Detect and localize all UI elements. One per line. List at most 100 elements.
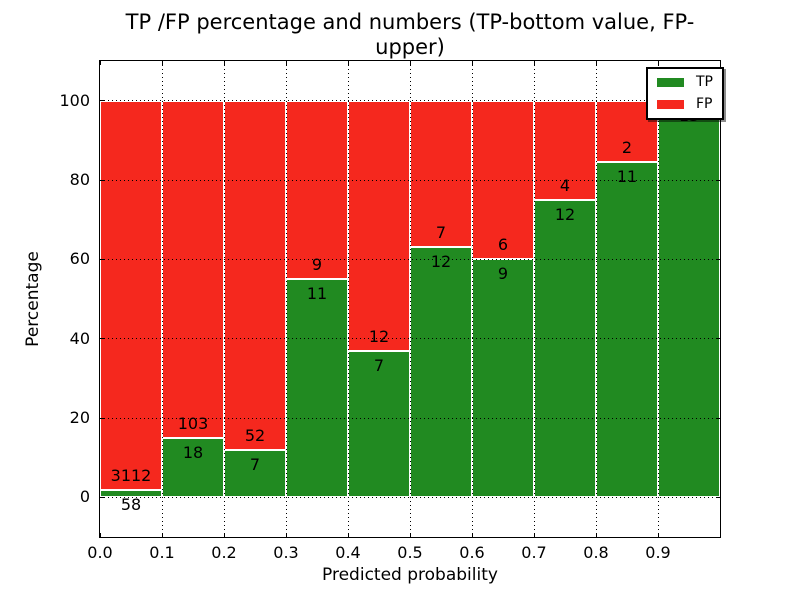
x-tick-bottom — [657, 533, 659, 537]
tp-count-label: 7 — [373, 356, 385, 376]
fp-count-label: 7 — [435, 222, 447, 242]
gridline-vertical — [409, 61, 411, 537]
fp-count-label: 6 — [497, 235, 509, 255]
gridline-vertical — [161, 61, 163, 537]
bar-tp-segment — [410, 246, 472, 498]
gridline-vertical — [471, 61, 473, 537]
gridline-vertical — [657, 61, 659, 537]
fp-count-label: 12 — [368, 327, 390, 347]
x-tick-top — [471, 61, 473, 65]
x-tick-top — [533, 61, 535, 65]
chart-title-line1: TP /FP percentage and numbers (TP-bottom… — [125, 10, 695, 59]
y-tick-left — [100, 100, 104, 102]
y-tick-right — [716, 496, 720, 498]
tp-count-label: 11 — [306, 284, 328, 304]
bar-tp-segment — [658, 100, 720, 498]
gridline-vertical — [347, 61, 349, 537]
gridline-vertical — [595, 61, 597, 537]
x-tick-bottom — [347, 533, 349, 537]
legend: TP FP — [646, 67, 724, 120]
y-tick-label: 80 — [69, 170, 90, 189]
fp-count-label: 9 — [311, 255, 323, 275]
x-tick-bottom — [223, 533, 225, 537]
tp-count-label: 18 — [182, 443, 204, 463]
y-tick-left — [100, 417, 104, 419]
tp-count-label: 9 — [497, 264, 509, 284]
bar-fp-segment — [286, 100, 348, 280]
y-tick-right — [716, 338, 720, 340]
x-tick-label: 0.3 — [273, 543, 299, 562]
x-tick-bottom — [533, 533, 535, 537]
x-tick-top — [719, 61, 721, 65]
x-tick-bottom — [99, 533, 101, 537]
gridline-vertical — [533, 61, 535, 537]
fp-count-label: 4 — [559, 175, 571, 195]
x-tick-bottom — [161, 533, 163, 537]
x-tick-top — [285, 61, 287, 65]
x-tick-bottom — [471, 533, 473, 537]
tp-count-label: 7 — [249, 455, 261, 475]
x-axis-label: Predicted probability — [322, 565, 498, 585]
bar-fp-segment — [162, 100, 224, 439]
plot-area: 311258103185279111277126941221113 — [99, 60, 721, 538]
gridline-vertical — [285, 61, 287, 537]
fp-count-label: 103 — [177, 414, 209, 434]
x-tick-top — [99, 61, 101, 65]
bar-tp-segment — [472, 259, 534, 498]
y-tick-right — [716, 258, 720, 260]
y-tick-label: 0 — [79, 487, 90, 507]
x-tick-label: 0.6 — [459, 543, 485, 562]
x-tick-label: 0.4 — [335, 543, 361, 562]
bar-tp-segment — [286, 279, 348, 498]
y-tick-label: 100 — [59, 90, 90, 110]
tp-count-label: 12 — [554, 204, 576, 224]
y-tick-label: 20 — [69, 408, 90, 427]
gridline-vertical — [223, 61, 225, 537]
bar-tp-segment — [224, 450, 286, 498]
bar-fp-segment — [224, 100, 286, 451]
tp-count-label: 58 — [120, 495, 142, 515]
x-tick-top — [161, 61, 163, 65]
bar-tp-segment — [596, 161, 658, 498]
x-tick-label: 0.7 — [521, 543, 547, 562]
x-tick-top — [657, 61, 659, 65]
tp-count-label: 12 — [430, 251, 452, 271]
bar-fp-segment — [410, 100, 472, 247]
tp-count-label: 11 — [616, 166, 638, 186]
x-tick-top — [347, 61, 349, 65]
x-tick-top — [595, 61, 597, 65]
y-tick-left — [100, 338, 104, 340]
bar-fp-segment — [100, 100, 162, 491]
x-tick-bottom — [595, 533, 597, 537]
x-tick-label: 0.0 — [87, 543, 113, 562]
x-tick-bottom — [285, 533, 287, 537]
y-tick-right — [716, 179, 720, 181]
y-tick-left — [100, 258, 104, 260]
bar-tp-segment — [162, 438, 224, 498]
legend-item-tp: TP — [657, 75, 713, 90]
x-tick-label: 0.8 — [583, 543, 609, 562]
x-tick-bottom — [409, 533, 411, 537]
x-tick-label: 0.2 — [211, 543, 237, 562]
fp-count-label: 52 — [244, 426, 266, 446]
x-tick-label: 0.1 — [149, 543, 175, 562]
x-tick-label: 0.9 — [645, 543, 671, 562]
fp-legend-swatch-icon — [657, 100, 684, 109]
bar-tp-segment — [534, 199, 596, 498]
x-tick-top — [223, 61, 225, 65]
legend-label-fp: FP — [696, 96, 713, 112]
y-tick-left — [100, 496, 104, 498]
x-tick-label: 0.5 — [397, 543, 423, 562]
legend-item-fp: FP — [657, 97, 713, 112]
x-tick-bottom — [719, 533, 721, 537]
y-tick-label: 60 — [69, 249, 90, 269]
y-tick-right — [716, 417, 720, 419]
fp-count-label: 2 — [621, 137, 633, 157]
fp-count-label: 3112 — [110, 466, 152, 486]
x-tick-top — [409, 61, 411, 65]
bar-fp-segment — [534, 100, 596, 200]
y-tick-label: 40 — [69, 328, 90, 348]
bar-fp-segment — [348, 100, 410, 352]
tp-legend-swatch-icon — [657, 78, 684, 87]
